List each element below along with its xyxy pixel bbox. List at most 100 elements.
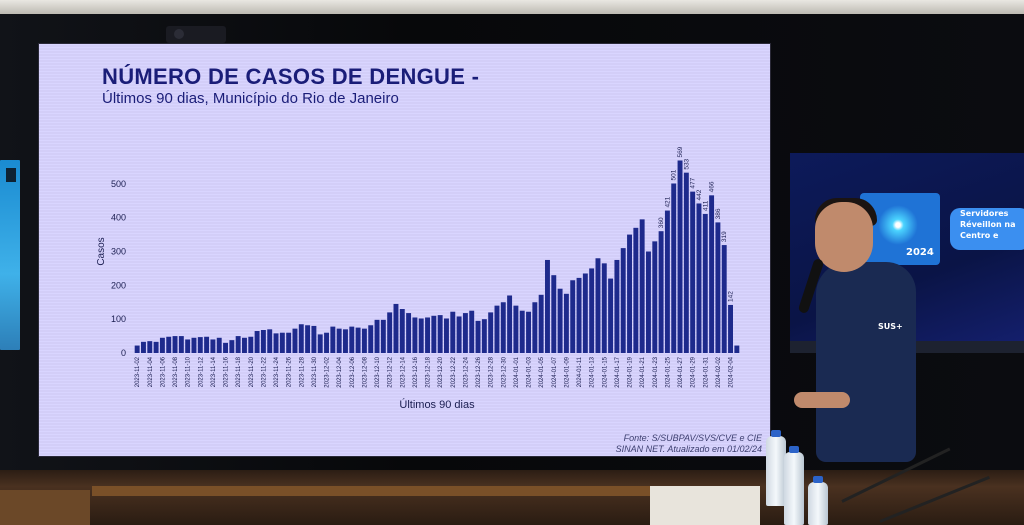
bar — [481, 319, 487, 353]
water-bottle — [784, 446, 804, 525]
bar — [513, 305, 519, 353]
x-tick-label: 2024-01-15 — [602, 356, 608, 387]
bar — [614, 259, 620, 353]
bar — [557, 288, 563, 353]
x-tick-label: 2023-12-18 — [426, 356, 432, 387]
bar — [526, 311, 531, 353]
x-tick-label: 2024-01-07 — [552, 356, 558, 387]
bar — [551, 275, 557, 353]
y-tick-label: 100 — [111, 314, 126, 324]
bar — [292, 328, 298, 353]
pill-line-3: Centro e — [960, 231, 999, 240]
bar — [721, 245, 727, 353]
bar — [690, 191, 696, 353]
bar — [172, 336, 178, 353]
bar — [267, 329, 273, 353]
speaker-head — [815, 202, 873, 272]
dengue-bar-chart: 0100200300400500Casos3604215015695334774… — [96, 146, 740, 411]
x-tick-label: 2023-11-26 — [287, 356, 293, 387]
bar — [134, 345, 140, 353]
x-tick-label: 2023-12-20 — [438, 356, 444, 387]
bar — [286, 332, 292, 353]
y-axis-label: Casos — [96, 237, 107, 265]
info-pill: Servidores Réveillon na Centro e — [950, 208, 1024, 250]
y-tick-label: 500 — [111, 179, 126, 189]
data-label: 386 — [715, 208, 722, 219]
x-tick-label: 2023-12-10 — [375, 356, 381, 387]
x-tick-label: 2024-02-02 — [716, 356, 722, 387]
card-year: 2024 — [906, 247, 934, 258]
bar — [658, 231, 664, 353]
x-tick-label: 2024-01-11 — [577, 356, 583, 387]
x-tick-label: 2023-11-24 — [274, 356, 280, 387]
bar — [469, 310, 475, 353]
y-tick-label: 300 — [111, 247, 126, 257]
x-tick-label: 2024-01-25 — [665, 356, 671, 387]
x-tick-label: 2023-12-28 — [489, 356, 495, 387]
bar — [475, 320, 481, 353]
speaker-arm — [794, 392, 850, 408]
bar — [153, 341, 159, 353]
fireworks-icon — [878, 205, 918, 245]
bar — [406, 313, 412, 353]
bar — [235, 336, 241, 353]
bar — [633, 227, 639, 353]
y-tick-label: 400 — [111, 213, 126, 223]
data-label: 569 — [677, 146, 684, 157]
y-tick-label: 200 — [111, 280, 126, 290]
x-tick-label: 2023-12-26 — [476, 356, 482, 387]
bar — [494, 305, 500, 353]
x-tick-label: 2023-12-16 — [413, 356, 419, 387]
x-tick-label: 2023-12-04 — [337, 356, 343, 387]
bar — [197, 337, 203, 353]
bar — [545, 259, 550, 353]
bar — [159, 337, 165, 353]
desk-edge — [92, 486, 652, 496]
bar — [355, 327, 361, 353]
x-tick-label: 2024-01-27 — [678, 356, 684, 387]
bar — [387, 312, 393, 353]
x-tick-label: 2024-01-09 — [564, 356, 570, 387]
bar — [431, 315, 437, 353]
desk-corner — [0, 490, 90, 525]
x-tick-label: 2024-01-13 — [590, 356, 596, 387]
x-tick-label: 2023-11-20 — [249, 356, 255, 387]
bar — [532, 302, 538, 353]
x-tick-label: 2023-11-22 — [261, 356, 267, 387]
bar — [412, 317, 418, 353]
bar — [368, 325, 374, 353]
bar — [254, 331, 260, 353]
x-tick-label: 2023-11-16 — [224, 356, 230, 387]
bar — [418, 318, 424, 353]
bar — [734, 345, 740, 353]
data-label: 442 — [696, 189, 703, 200]
bar — [425, 317, 430, 353]
bar — [185, 339, 191, 353]
bar — [380, 319, 386, 353]
bar — [652, 241, 658, 353]
bar — [563, 293, 569, 353]
bar — [305, 325, 311, 353]
bar — [671, 183, 677, 353]
source-note: Fonte: S/SUBPAV/SVS/CVE e CIE SINAN NET.… — [616, 433, 762, 455]
x-tick-label: 2023-11-18 — [236, 356, 242, 387]
x-tick-label: 2023-12-12 — [388, 356, 394, 387]
bar — [709, 195, 715, 353]
bar — [507, 295, 513, 353]
bar — [500, 302, 506, 353]
data-label: 501 — [671, 169, 678, 180]
bar — [336, 328, 342, 353]
data-label: 411 — [702, 200, 709, 211]
slide-subtitle: Últimos 90 dias, Município do Rio de Jan… — [102, 90, 399, 107]
speaker-body — [816, 262, 916, 462]
bar — [728, 304, 733, 353]
bar — [488, 312, 494, 353]
conference-desk — [0, 470, 1024, 525]
data-label: 142 — [728, 291, 735, 302]
bar — [608, 278, 614, 353]
bar — [229, 340, 235, 353]
bar — [273, 333, 279, 353]
x-tick-label: 2023-11-12 — [198, 356, 204, 387]
bar — [519, 310, 525, 353]
bar — [361, 328, 367, 353]
